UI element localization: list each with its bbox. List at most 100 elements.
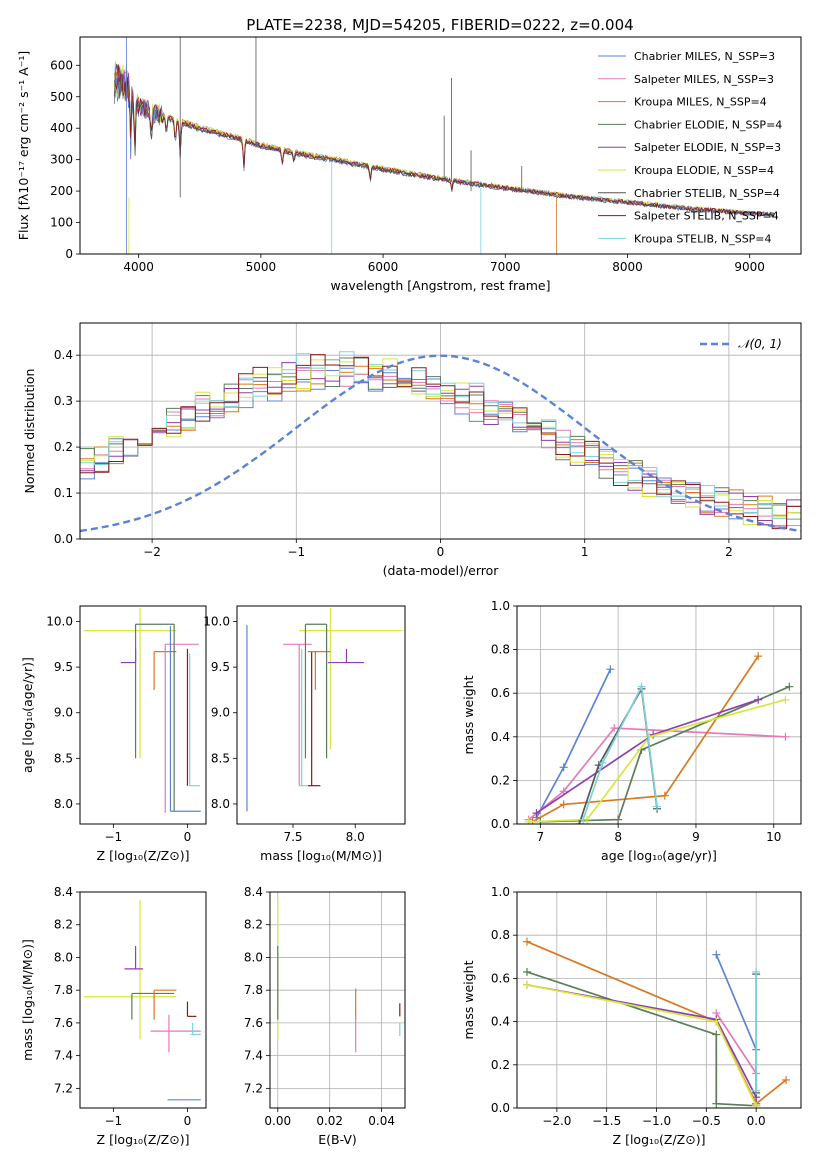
weight-vs-age-ytick-label: 0.0 — [491, 817, 510, 831]
spectrum-ytick-label: 400 — [50, 121, 73, 135]
spectrum-ylabel: Flux [fλ10⁻¹⁷ erg cm⁻² s⁻¹ A⁻¹] — [16, 51, 31, 240]
plots-layer: 4000 5000 6000 7000 8000 90000100200300400500… — [16, 36, 802, 1147]
mass-vs-Z-ytick-label: 7.6 — [54, 1016, 73, 1030]
mass-vs-Z-xlabel: Z [log₁₀(Z/Z⊙)] — [97, 1132, 190, 1147]
weight-series-line — [528, 698, 786, 823]
age-vs-Z-ytick-label: 10.0 — [46, 615, 73, 629]
weight-vs-Z-axes: −2.0 −1.5 −1.0 −0.5 0.0 0.0 0.2 0.4 0.6 0.8 1.0 Z [… — [461, 885, 802, 1147]
residuals-ytick-label: 0.0 — [54, 532, 73, 546]
spectrum-xtick-label: 6000 — [368, 260, 399, 274]
weight-vs-Z-xtick-label: −2.0 — [542, 1114, 571, 1128]
spectrum-ytick-label: 100 — [50, 216, 73, 230]
legend-label: Chabrier MILES, N_SSP=3 — [634, 50, 775, 63]
mass-vs-EBV-ytick-label: 8.2 — [244, 918, 263, 932]
mass-vs-EBV-xtick-label: 0.02 — [316, 1114, 343, 1128]
spectrum-ytick-label: 300 — [50, 153, 73, 167]
age-vs-Z-xtick-label: −1 — [105, 830, 123, 844]
mass-vs-Z-ylabel: mass [log₁₀(M/M⊙)] — [20, 939, 35, 1061]
spectrum-frame — [79, 36, 802, 255]
spectrum-xtick-label: 8000 — [612, 260, 643, 274]
age-vs-mass-ytick-label: 9.5 — [211, 660, 230, 674]
age-vs-Z-axes: −1 0 8.0 8.5 9.0 9.5 10.0 Z [log₁₀(Z/Z⊙)] age [l… — [20, 605, 207, 863]
weight-vs-age-plot-area — [524, 652, 794, 824]
residuals-ylabel: Normed distribution — [22, 369, 37, 494]
weight-vs-age-xtick-label: 10 — [766, 830, 781, 844]
age-vs-Z-xlabel: Z [log₁₀(Z/Z⊙)] — [97, 848, 190, 863]
spectrum-plot-area — [113, 37, 775, 254]
residual-histogram — [80, 351, 801, 520]
weight-vs-age-xtick-label: 9 — [692, 830, 700, 844]
spectrum-xlabel: wavelength [Angstrom, rest frame] — [330, 278, 550, 293]
age-vs-mass-axes: 7.5 8.0 8.0 8.5 9.0 9.5 10.0 mass [log₁₀(M/M⊙)] — [203, 605, 406, 863]
weight-series-line — [528, 727, 786, 821]
age-vs-Z-ytick-label: 8.5 — [54, 751, 73, 765]
mass-vs-EBV-ytick-label: 7.8 — [244, 983, 263, 997]
weight-vs-Z-ytick-label: 0.2 — [491, 1058, 510, 1072]
weight-vs-age-ytick-label: 1.0 — [491, 599, 510, 613]
age-vs-mass-xtick-label: 7.5 — [283, 830, 302, 844]
spectrum-xtick-label: 5000 — [246, 260, 277, 274]
legend-label: Chabrier ELODIE, N_SSP=4 — [634, 118, 782, 131]
weight-vs-age-axes: 7 8 9 10 0.0 0.2 0.4 0.6 0.8 1.0 age [log₁₀(age/yr… — [461, 599, 802, 863]
mass-vs-EBV-ytick-label: 7.2 — [244, 1081, 263, 1095]
legend-label: Kroupa ELODIE, N_SSP=4 — [634, 164, 774, 177]
mass-vs-EBV-ytick-label: 8.0 — [244, 950, 263, 964]
mass-vs-Z-ytick-label: 8.4 — [54, 885, 73, 899]
weight-vs-Z-ylabel: mass weight — [461, 960, 476, 1039]
mass-vs-Z-ytick-label: 8.0 — [54, 950, 73, 964]
weight-vs-Z-xtick-label: −1.0 — [642, 1114, 671, 1128]
age-vs-Z-ytick-label: 9.5 — [54, 660, 73, 674]
age-vs-mass-plot-area — [246, 607, 403, 812]
mass-vs-EBV-ytick-label: 7.4 — [244, 1049, 263, 1063]
weight-vs-age-ytick-label: 0.2 — [491, 773, 510, 787]
spectrum-xtick-label: 9000 — [734, 260, 765, 274]
residuals-legend: 𝒩(0, 1) — [700, 337, 782, 351]
residuals-axes: −2 −1 0 1 2 0.0 0.1 0.2 0.3 0.4 (data-model)/error… — [22, 322, 802, 578]
residuals-ytick-label: 0.3 — [54, 394, 73, 408]
residuals-plot-area — [80, 351, 801, 533]
weight-vs-Z-ytick-label: 0.8 — [491, 928, 510, 942]
weight-series-line — [582, 683, 658, 820]
age-vs-mass-frame — [236, 605, 406, 825]
mass-vs-EBV-xtick-label: 0.04 — [368, 1114, 395, 1128]
weight-vs-age-xlabel: age [log₁₀(age/yr)] — [601, 848, 717, 863]
mass-vs-EBV-ytick-label: 7.6 — [244, 1016, 263, 1030]
mass-vs-EBV-ytick-label: 8.4 — [244, 885, 263, 899]
residual-histogram — [80, 354, 801, 530]
age-vs-Z-frame — [79, 605, 207, 825]
residuals-ytick-label: 0.4 — [54, 348, 73, 362]
weight-vs-age-xtick-label: 7 — [537, 830, 545, 844]
residuals-xlabel: (data-model)/error — [383, 563, 500, 578]
spectrum-legend: Chabrier MILES, N_SSP=3 Salpeter MILES, N… — [598, 50, 782, 245]
mass-vs-Z-ytick-label: 7.2 — [54, 1081, 73, 1095]
legend-label: Salpeter MILES, N_SSP=3 — [634, 73, 774, 86]
mass-vs-Z-frame — [79, 891, 207, 1109]
legend-label: Salpeter ELODIE, N_SSP=3 — [634, 141, 781, 154]
spectrum-ytick-label: 500 — [50, 90, 73, 104]
spectrum-axes: 4000 5000 6000 7000 8000 9000 0 100 200 300 400 500… — [16, 36, 802, 293]
spectrum-xtick-label: 7000 — [490, 260, 521, 274]
age-vs-mass-ytick-label: 10.0 — [203, 615, 230, 629]
mass-vs-Z-ytick-label: 8.2 — [54, 918, 73, 932]
age-vs-Z-xtick-label: 0 — [184, 830, 192, 844]
weight-vs-Z-xtick-label: −0.5 — [692, 1114, 721, 1128]
weight-vs-Z-xtick-label: −1.5 — [592, 1114, 621, 1128]
mass-vs-Z-ytick-label: 7.8 — [54, 983, 73, 997]
mass-vs-Z-xtick-label: −1 — [105, 1114, 123, 1128]
mass-vs-EBV-xlabel: E(B-V) — [318, 1132, 357, 1147]
legend-label: Chabrier STELIB, N_SSP=4 — [634, 187, 780, 200]
weight-vs-Z-xtick-label: 0.0 — [747, 1114, 766, 1128]
residuals-ytick-label: 0.1 — [54, 486, 73, 500]
weight-vs-Z-xlabel: Z [log₁₀(Z/Z⊙)] — [613, 1132, 706, 1147]
weight-vs-age-ytick-label: 0.6 — [491, 686, 510, 700]
weight-series-line — [532, 655, 759, 823]
mass-vs-EBV-frame — [269, 891, 406, 1109]
weight-vs-Z-ytick-label: 0.0 — [491, 1101, 510, 1115]
age-vs-mass-ytick-label: 8.0 — [211, 797, 230, 811]
mass-vs-EBV-axes: 0.00 0.02 0.04 7.2 7.4 7.6 7.8 8.0 8.2 8.4 E(B-V) — [244, 885, 406, 1147]
legend-label: Kroupa STELIB, N_SSP=4 — [634, 232, 772, 245]
mass-vs-Z-ytick-label: 7.4 — [54, 1049, 73, 1063]
age-vs-mass-ytick-label: 8.5 — [211, 751, 230, 765]
